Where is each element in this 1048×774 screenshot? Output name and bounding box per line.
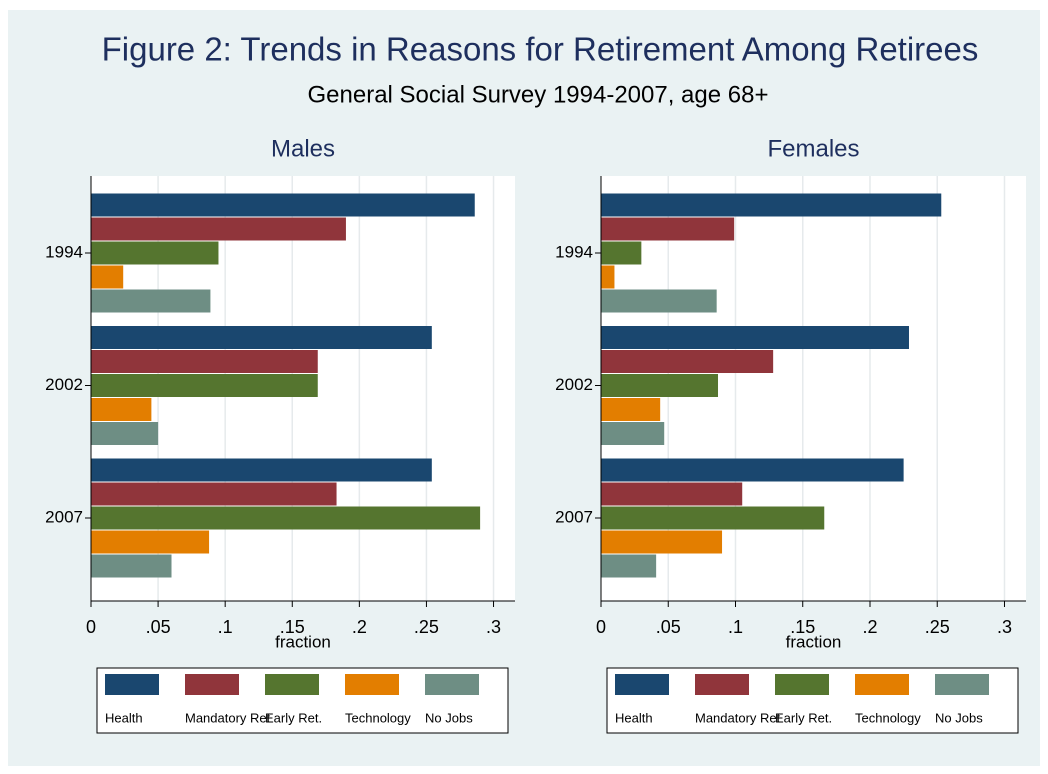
x-axis-label: fraction [786,632,842,651]
legend-swatch [855,674,909,695]
legend-label: No Jobs [425,710,473,725]
bar [601,289,717,313]
bar [601,350,774,373]
x-tick-label: .25 [414,617,439,637]
legend-label: Technology [345,710,411,725]
bar [601,530,723,554]
bar [91,506,481,530]
bar [91,289,211,313]
legend-swatch [345,674,399,695]
bar [601,265,615,289]
legend-label: Mandatory Ret [695,710,781,725]
legend-swatch [695,674,749,695]
y-tick-label: 2007 [555,507,593,526]
bar [91,458,432,482]
bar [601,554,657,578]
bar [91,530,210,554]
x-tick-label: .3 [486,617,501,637]
bar [601,458,904,482]
legend-label: Early Ret. [265,710,322,725]
x-tick-label: .3 [997,617,1012,637]
legend-swatch [265,674,319,695]
figure-title: Figure 2: Trends in Reasons for Retireme… [102,31,979,68]
bar [91,554,172,578]
bar [91,398,152,421]
bar [601,482,743,506]
y-tick-label: 2002 [555,375,593,394]
bar [91,374,318,397]
bar [601,422,665,445]
legend-swatch [425,674,479,695]
bar [91,422,159,445]
legend-label: Technology [855,710,921,725]
legend-swatch [105,674,159,695]
panel-title: Males [271,135,335,162]
bar [601,217,735,241]
bar [91,350,318,373]
y-tick-label: 1994 [555,242,593,261]
figure-subtitle: General Social Survey 1994-2007, age 68+ [308,81,769,108]
bar [601,506,825,530]
bar [601,193,942,217]
legend-label: No Jobs [935,710,983,725]
x-tick-label: .1 [728,617,743,637]
bar [91,241,219,265]
x-tick-label: .2 [352,617,367,637]
y-tick-label: 1994 [45,242,83,261]
legend-label: Mandatory Ret [185,710,271,725]
legend-swatch [185,674,239,695]
y-tick-label: 2002 [45,375,83,394]
legend-label: Early Ret. [775,710,832,725]
panel-title: Females [767,135,859,162]
legend-swatch [935,674,989,695]
x-tick-label: .15 [790,617,815,637]
bar [91,193,475,217]
x-tick-label: .25 [925,617,950,637]
x-tick-label: .05 [656,617,681,637]
legend-swatch [615,674,669,695]
x-tick-label: .2 [862,617,877,637]
bar [91,326,432,349]
x-tick-label: .1 [218,617,233,637]
x-axis-label: fraction [275,632,331,651]
bar [601,326,909,349]
legend-swatch [775,674,829,695]
legend-label: Health [105,710,143,725]
legend-label: Health [615,710,653,725]
x-tick-label: .15 [280,617,305,637]
x-tick-label: .05 [146,617,171,637]
bar [601,374,719,397]
bar [91,265,124,289]
x-tick-label: 0 [86,617,96,637]
bar [91,482,337,506]
bar [601,398,661,421]
x-tick-label: 0 [596,617,606,637]
y-tick-label: 2007 [45,507,83,526]
bar [91,217,346,241]
bar [601,241,642,265]
